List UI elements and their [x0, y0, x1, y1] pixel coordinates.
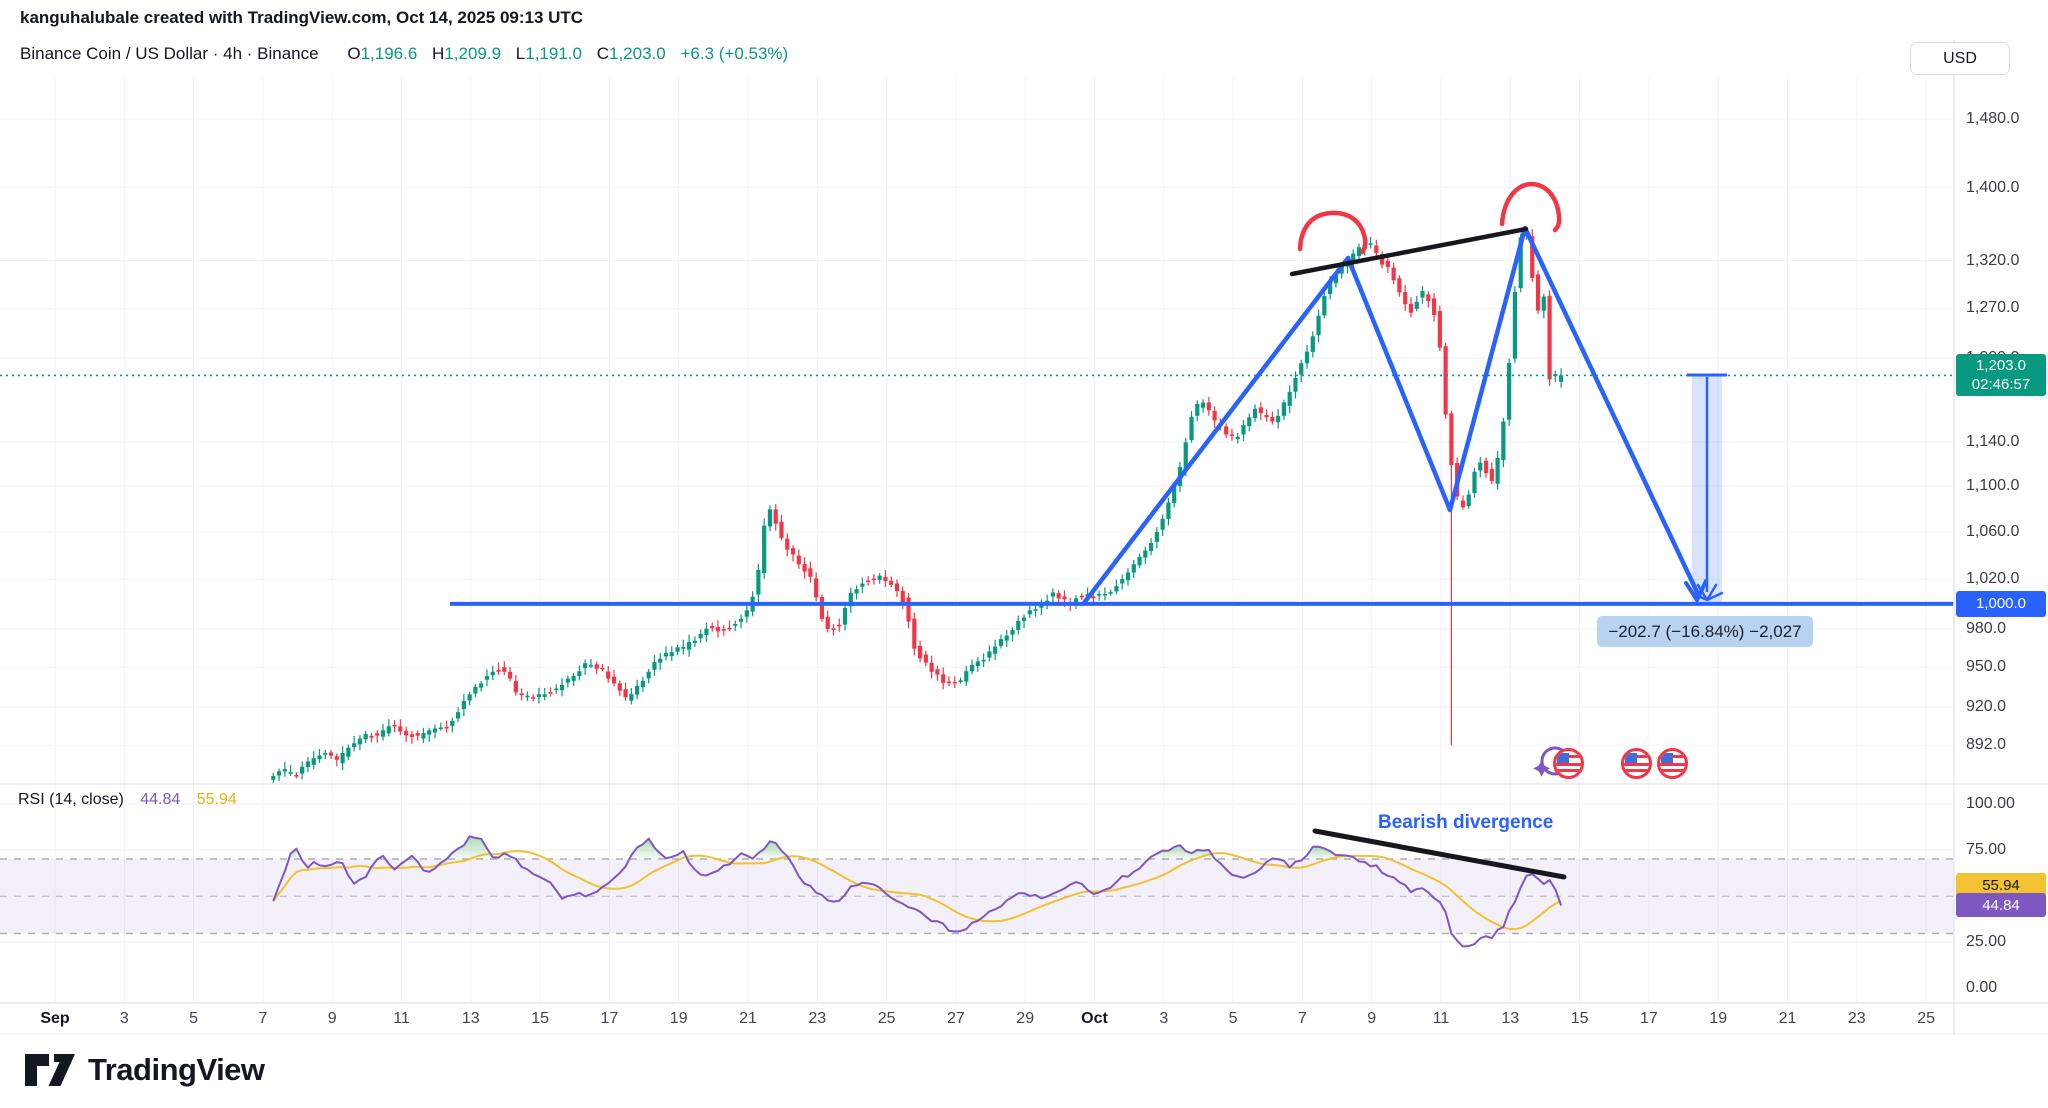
us-flag-event-icon[interactable] — [1621, 748, 1652, 779]
price-axis-label: 950.0 — [1966, 658, 2007, 676]
date-axis-label: 7 — [1297, 1010, 1307, 1027]
currency-button[interactable]: USD — [1910, 42, 2010, 75]
rsi-axis-label: 75.00 — [1966, 841, 2007, 858]
bearish-divergence-label[interactable]: Bearish divergence — [1378, 812, 1554, 833]
tradingview-logo-icon — [25, 1054, 75, 1086]
open-value: 1,196.6 — [360, 44, 418, 63]
price-axis-label: 1,060.0 — [1966, 522, 2020, 540]
date-axis-label: 9 — [327, 1010, 337, 1027]
date-axis-label: 19 — [669, 1010, 688, 1027]
date-axis-label: 13 — [1501, 1010, 1520, 1027]
price-axis-label: 1,320.0 — [1966, 251, 2020, 269]
date-axis-label: 23 — [808, 1010, 827, 1027]
date-axis-label: 11 — [393, 1010, 410, 1027]
price-axis-label: 1,400.0 — [1966, 178, 2020, 196]
date-axis-label: 3 — [119, 1010, 129, 1027]
date-axis-label: 29 — [1016, 1010, 1035, 1027]
rsi-axis-label: 25.00 — [1966, 933, 2007, 950]
price-axis-label: 892.0 — [1966, 736, 2007, 754]
price-drawings — [0, 181, 1954, 606]
date-axis-label: 21 — [739, 1010, 757, 1027]
rsi-divergence-line[interactable] — [1312, 828, 1567, 880]
date-axis-label: 15 — [531, 1010, 549, 1027]
price-axis-label: 1,100.0 — [1966, 477, 2020, 495]
tradingview-logo-text: TradingView — [88, 1052, 265, 1087]
low-value: 1,191.0 — [525, 44, 582, 63]
current-price-badge: 1,203.0 02:46:57 — [1956, 354, 2046, 397]
rsi-value-badge: 44.84 — [1956, 893, 2046, 918]
date-axis-label: 17 — [1639, 1010, 1658, 1027]
price-axis-label: 1,140.0 — [1966, 432, 2020, 450]
rsi-indicator-value: 44.84 — [140, 791, 181, 808]
symbol-info-row[interactable]: Binance Coin / US Dollar · 4h · Binance … — [20, 44, 788, 64]
symbol-title: Binance Coin / US Dollar · 4h · Binance — [20, 44, 319, 63]
date-axis-label: Sep — [40, 1010, 70, 1027]
date-axis-label: 5 — [189, 1010, 199, 1027]
top-arc-right — [1499, 181, 1562, 233]
neckline — [1289, 226, 1529, 277]
close-label: C — [596, 44, 609, 63]
date-axis-label: 27 — [946, 1010, 965, 1027]
low-label: L — [515, 44, 526, 63]
date-axis-label: 5 — [1228, 1010, 1238, 1027]
support-price-badge: 1,000.0 — [1956, 590, 2046, 617]
grid-lines — [0, 78, 1954, 1003]
us-flag-event-icon[interactable] — [1657, 748, 1688, 779]
open-label: O — [347, 44, 361, 63]
date-axis-label: 3 — [1159, 1010, 1169, 1027]
date-axis-label: 23 — [1847, 1010, 1866, 1027]
date-axis-label: Oct — [1081, 1010, 1108, 1027]
price-axis-label: 1,020.0 — [1966, 570, 2020, 588]
measure-tool[interactable] — [1687, 373, 1727, 603]
high-value: 1,209.9 — [444, 44, 502, 63]
double-top-zigzag — [1081, 225, 1700, 606]
rsi-axis-label: 100.00 — [1966, 795, 2015, 812]
rsi-indicator-legend[interactable]: RSI (14, close) 44.84 55.94 — [18, 791, 237, 809]
date-axis-label: 17 — [600, 1010, 619, 1027]
measure-tool-label[interactable]: −202.7 (−16.84%) −2,027 — [1597, 616, 1813, 647]
price-axis-label: 1,480.0 — [1966, 110, 2020, 127]
rsi-ma-badge: 55.94 — [1956, 873, 2046, 898]
rsi-band — [0, 858, 1954, 935]
rsi-axis-label: 0.00 — [1966, 979, 1998, 996]
price-axis-label: 980.0 — [1966, 619, 2007, 637]
date-axis-label: 19 — [1709, 1010, 1728, 1027]
tradingview-logo[interactable]: TradingView — [24, 1050, 265, 1090]
close-value: 1,203.0 — [609, 44, 666, 63]
price-axis-label: 920.0 — [1966, 698, 2007, 716]
date-axis-label: 25 — [1917, 1010, 1935, 1027]
current-price: 1,203.0 — [1975, 357, 2027, 375]
high-label: H — [432, 44, 445, 63]
us-flag-event-icon[interactable] — [1553, 748, 1584, 779]
rsi-ma-indicator-value: 55.94 — [196, 791, 237, 808]
change-value: +6.3 (+0.53%) — [680, 44, 789, 63]
date-axis-label: 11 — [1432, 1010, 1450, 1027]
date-axis-label: 9 — [1367, 1010, 1377, 1027]
date-axis-label: 21 — [1778, 1010, 1797, 1027]
date-axis-label: 7 — [258, 1010, 268, 1027]
bar-countdown: 02:46:57 — [1971, 376, 2031, 394]
date-axis-label: 25 — [877, 1010, 896, 1027]
date-axis-label: 13 — [461, 1010, 480, 1027]
top-arc-left — [1297, 210, 1368, 255]
attribution-text: kanguhalubale created with TradingView.c… — [20, 8, 584, 27]
date-axis-label: 15 — [1570, 1010, 1589, 1027]
rsi-indicator-title: RSI (14, close) — [18, 791, 124, 808]
price-axis-label: 1,270.0 — [1966, 299, 2020, 317]
rsi-plot — [272, 835, 1563, 948]
